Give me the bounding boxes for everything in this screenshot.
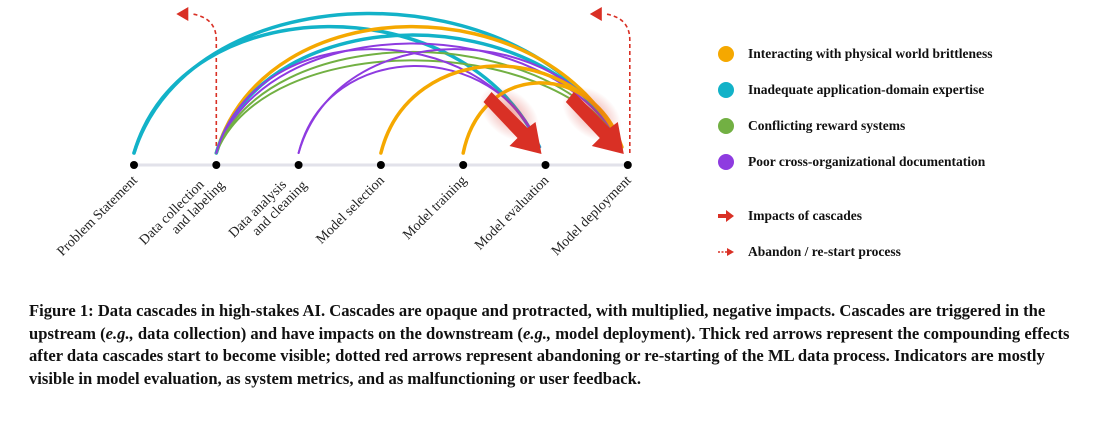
stage-label-line: Model selection [314,173,388,247]
stage-node [294,161,303,169]
legend-item-reward: Conflicting reward systems [718,108,1098,144]
legend-label: Conflicting reward systems [748,118,906,133]
legend: Interacting with physical world brittlen… [718,36,1098,270]
stage-label: Model selection [314,173,388,247]
restart-arrows [176,7,631,153]
caption-text: data collection) and have impacts on the… [133,323,523,343]
stage-nodes [130,161,632,169]
stage-node [130,161,138,169]
caption-eg: e.g., [522,323,552,343]
stage-label: Model deployment [549,173,635,259]
purple-dot-icon [718,154,734,170]
impact-arrow [565,92,624,154]
orange-dot-icon [718,46,734,62]
stage-node [376,161,385,169]
stage-node [623,161,632,169]
stage-label-line: Model evaluation [472,173,552,253]
green-dot-icon [718,118,734,134]
stage-label: Data collectionand labeling [137,168,228,259]
legend-item-impact: Impacts of cascades [718,198,1098,234]
restart-arrow [605,13,631,153]
stage-label-line: Model training [400,173,470,243]
stage-label-line: Problem Statement [55,173,141,259]
caption-text: model deployment). Thick red arrows repr… [29,323,1070,388]
stage-label: Problem Statement [55,173,141,259]
dotted-arrow-icon [718,247,734,257]
legend-item-documentation: Poor cross-organizational documentation [718,144,1098,180]
stage-label: Data analysisand cleaning [226,168,310,252]
impact-arrow [483,92,542,154]
restart-arrowhead [589,7,602,21]
restart-arrow [192,13,218,153]
legend-item-physical: Interacting with physical world brittlen… [718,36,1098,72]
stage-label: Model evaluation [472,173,552,253]
impact-arrows [479,86,624,154]
figure-caption: Figure 1: Data cascades in high-stakes A… [29,300,1089,390]
legend-label: Impacts of cascades [748,208,862,223]
legend-label: Interacting with physical world brittlen… [748,46,993,61]
legend-label: Poor cross-organizational documentation [748,154,986,169]
stage-label: Model training [400,173,470,243]
stage-node [541,161,550,169]
restart-arrowhead [176,7,189,21]
caption-text: Figure 1: Data cascades in high-stakes A… [29,301,1046,343]
cascade-arcs [132,11,624,155]
stage-node [212,161,221,169]
stage-node [459,161,468,169]
legend-label: Inadequate application-domain expertise [748,82,985,97]
red-arrow-icon [718,210,734,222]
legend-item-restart: Abandon / re-start process [718,234,1098,270]
stage-label-line: Model deployment [549,173,635,259]
legend-label: Abandon / re-start process [748,244,901,259]
caption-eg: e.g., [105,323,134,343]
legend-item-expertise: Inadequate application-domain expertise [718,72,1098,108]
teal-dot-icon [718,82,734,98]
